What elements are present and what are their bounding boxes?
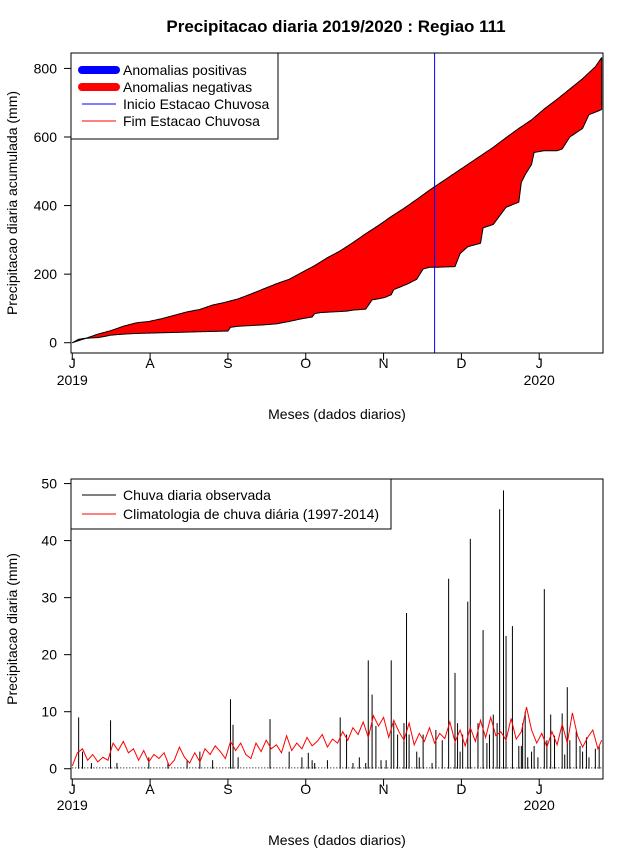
anomaly-fill-layer [72,57,602,343]
daily-x-axis-label: Meses (dados diarios) [268,832,406,848]
y-tick-label: 200 [34,266,58,282]
x-tick-label: J [536,781,543,797]
x-tick-label: S [223,355,232,371]
legend-label: Fim Estacao Chuvosa [123,113,260,129]
x-year-label: 2019 [57,372,88,388]
x-tick-label: A [145,355,155,371]
legend-label: Anomalias negativas [123,79,252,95]
y-tick-label: 20 [41,647,57,663]
x-year-label: 2020 [524,797,555,813]
negative-anomaly-area [72,57,602,343]
x-tick-label: A [145,781,155,797]
x-tick-label: D [456,781,466,797]
legend-label: Anomalias positivas [123,62,247,78]
y-tick-label: 50 [41,476,57,492]
x-tick-label: N [379,355,389,371]
legend-label: Climatologia de chuva diária (1997-2014) [123,506,379,522]
x-year-label: 2020 [524,372,555,388]
climatology-daily-line [71,706,603,767]
figure-title: Precipitacao diaria 2019/2020 : Regiao 1… [166,17,505,36]
daily-y-axis-label: Precipitacao diaria (mm) [4,553,20,705]
y-tick-label: 600 [34,129,58,145]
x-tick-label: J [536,355,543,371]
cumulative-x-axis-label: Meses (dados diarios) [268,406,406,422]
legend-label: Inicio Estacao Chuvosa [123,96,270,112]
daily-y-axis: 0 10 20 30 40 50 [41,476,71,777]
y-tick-label: 0 [49,761,57,777]
legend-box [70,478,392,530]
x-tick-label: J [69,781,76,797]
x-tick-label: S [223,781,232,797]
y-tick-label: 10 [41,704,57,720]
x-tick-label: J [69,355,76,371]
observed-cumulative-line [72,109,602,344]
cumulative-plot-frame [70,52,604,354]
y-tick-label: 800 [34,60,58,76]
legend-label: Chuva diaria observada [123,487,271,503]
daily-bars-layer [72,490,602,769]
x-tick-label: N [379,781,389,797]
cumulative-lines-layer [72,57,603,344]
y-tick-label: 30 [41,590,57,606]
x-year-label: 2019 [57,797,88,813]
climatology-cumulative-line [72,57,603,344]
cumulative-y-axis-label: Precipitacao diaria acumulada (mm) [4,91,20,315]
climatology-line-layer [71,706,603,767]
y-tick-label: 40 [41,533,57,549]
y-tick-label: 0 [49,335,57,351]
daily-legend: Chuva diaria observada Climatologia de ch… [70,478,392,530]
cumulative-y-axis: 0 200 400 600 800 [34,60,71,351]
x-tick-label: O [300,355,311,371]
x-tick-label: O [300,781,311,797]
y-tick-label: 400 [34,198,58,214]
x-tick-label: D [456,355,466,371]
